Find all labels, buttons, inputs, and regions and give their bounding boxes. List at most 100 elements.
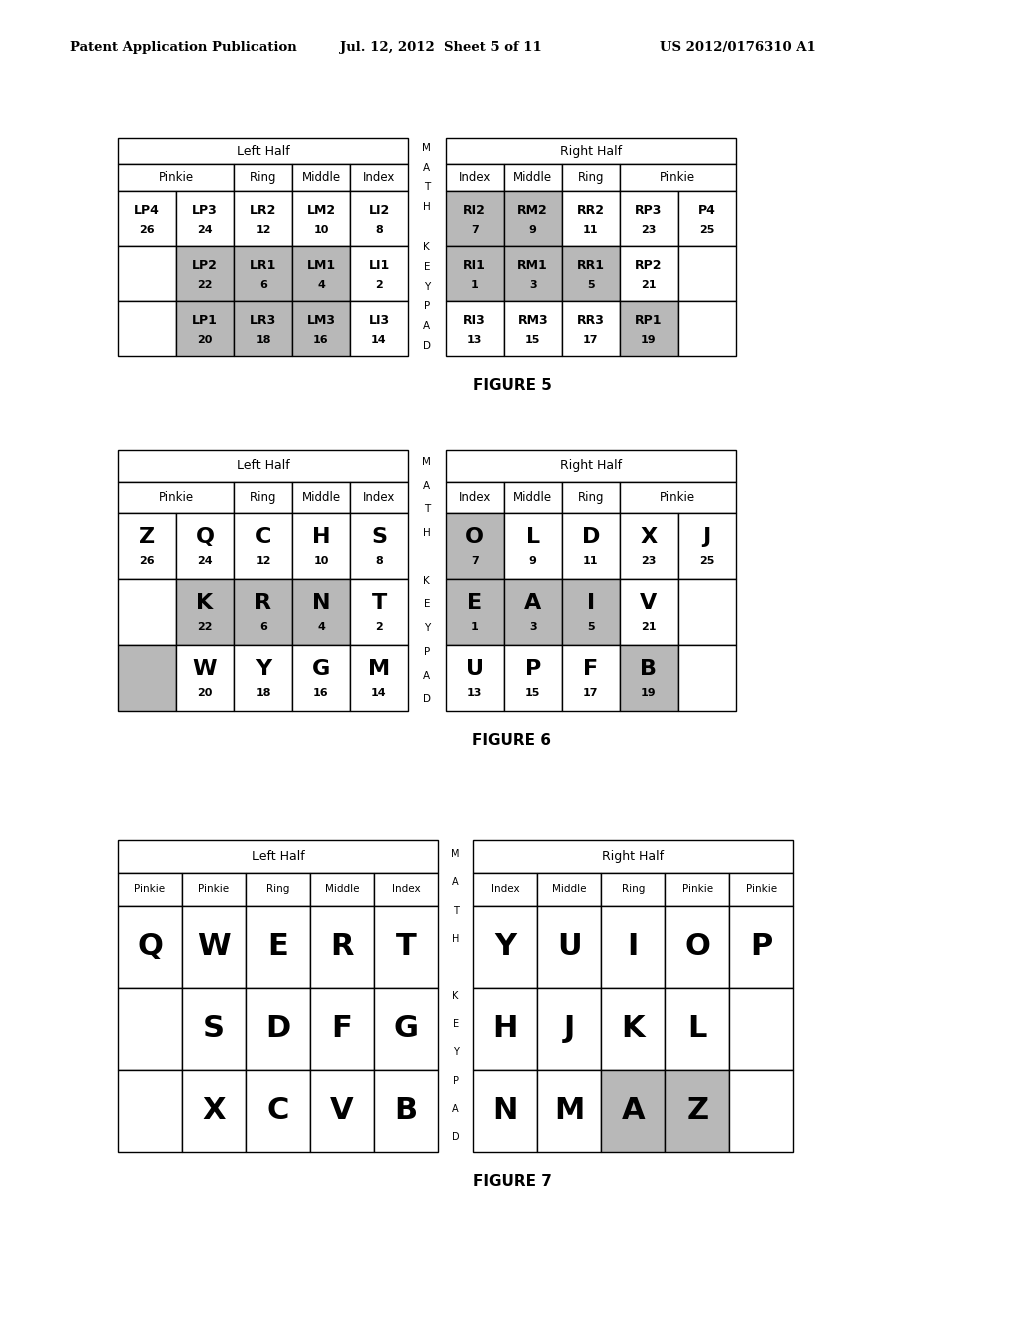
Text: P: P [424,647,430,657]
Text: O: O [684,932,710,961]
Text: A: A [622,1096,645,1125]
Text: RI3: RI3 [463,314,486,327]
Bar [118,246,176,301]
Bar [538,987,601,1069]
Text: 23: 23 [641,226,656,235]
Bar [666,1069,729,1151]
Text: FIGURE 7: FIGURE 7 [472,1173,552,1188]
Bar [445,450,735,482]
Text: Left Half: Left Half [237,145,290,157]
Text: G: G [312,659,330,678]
Text: LR3: LR3 [250,314,276,327]
Text: LR1: LR1 [250,259,276,272]
Text: 22: 22 [198,622,213,632]
Text: RP3: RP3 [635,205,663,216]
Text: H: H [452,935,460,944]
Text: LP2: LP2 [193,259,218,272]
Bar [176,579,234,645]
Text: Z: Z [139,527,155,546]
Text: J: J [563,1014,574,1043]
Bar [562,482,620,513]
Text: LI1: LI1 [369,259,389,272]
Text: RR3: RR3 [577,314,604,327]
Text: RM3: RM3 [517,314,548,327]
Text: E: E [424,599,430,610]
Text: Index: Index [459,172,490,183]
Bar [350,645,408,711]
Bar [234,579,292,645]
Bar [118,873,182,906]
Bar [620,191,678,246]
Text: O: O [465,527,484,546]
Text: Pinkie: Pinkie [660,172,695,183]
Text: Pinkie: Pinkie [159,491,194,504]
Text: 6: 6 [259,622,267,632]
Bar [374,873,438,906]
Bar [538,1069,601,1151]
Text: S: S [371,527,387,546]
Text: 25: 25 [699,226,715,235]
Bar [310,1069,374,1151]
Text: M: M [368,659,390,678]
Text: K: K [424,576,430,586]
Bar [350,191,408,246]
Bar [118,301,176,356]
Bar [678,191,735,246]
Bar [620,482,735,513]
Text: 13: 13 [467,335,482,346]
Text: A: A [423,162,430,173]
Bar [118,450,408,482]
Text: Ring: Ring [250,172,276,183]
Text: LM1: LM1 [306,259,336,272]
Text: D: D [423,694,431,705]
Text: Pinkie: Pinkie [745,884,777,894]
Text: Y: Y [495,932,516,961]
Text: A: A [423,321,430,331]
Text: 14: 14 [371,688,387,698]
Bar [350,482,408,513]
Bar [118,1069,182,1151]
Bar [234,482,292,513]
Bar [562,191,620,246]
Text: H: H [423,528,431,539]
Bar [445,645,504,711]
Bar [666,906,729,987]
Bar [620,246,678,301]
Bar [118,987,182,1069]
Text: 19: 19 [641,335,656,346]
Text: P4: P4 [697,205,716,216]
Text: RR2: RR2 [577,205,605,216]
Text: 11: 11 [583,556,598,566]
Text: 16: 16 [313,688,329,698]
Bar [473,1069,538,1151]
Text: 3: 3 [528,280,537,290]
Bar [182,1069,246,1151]
Bar [729,987,794,1069]
Text: 18: 18 [255,688,270,698]
Text: 4: 4 [317,622,325,632]
Bar [473,840,794,873]
Bar [504,301,562,356]
Bar [473,987,538,1069]
Bar [234,301,292,356]
Text: Q: Q [137,932,163,961]
Bar [310,873,374,906]
Text: H: H [493,1014,518,1043]
Bar [292,579,350,645]
Text: 17: 17 [583,335,598,346]
Bar [562,579,620,645]
Bar [504,579,562,645]
Text: E: E [267,932,289,961]
Text: 16: 16 [313,335,329,346]
Bar [246,906,310,987]
Bar [118,579,176,645]
Bar [234,513,292,579]
Text: 14: 14 [371,335,387,346]
Text: Index: Index [392,884,420,894]
Text: 23: 23 [641,556,656,566]
Text: 10: 10 [313,556,329,566]
Text: I: I [628,932,639,961]
Bar [666,873,729,906]
Text: W: W [193,659,217,678]
Text: P: P [424,301,430,312]
